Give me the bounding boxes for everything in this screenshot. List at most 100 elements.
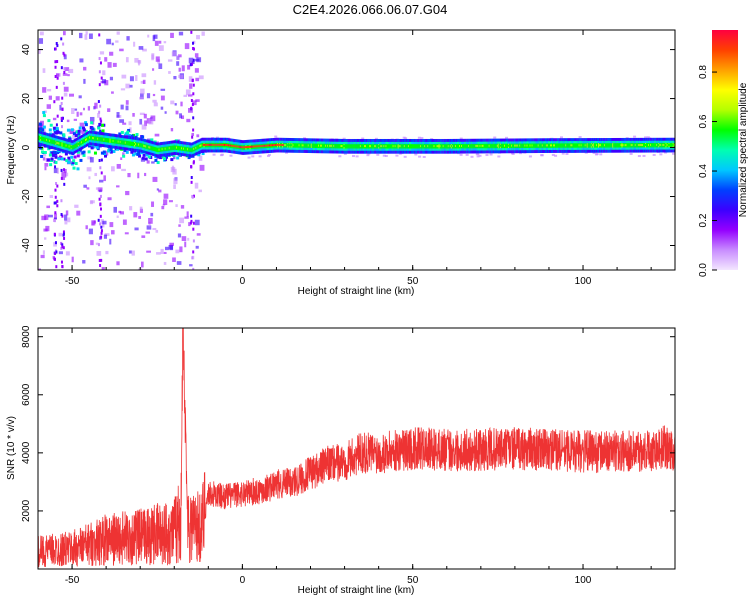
spectrogram-noise-cell [49,195,53,199]
spectrogram-peak-cell [258,145,260,148]
spectrogram-peak-cell [571,144,573,147]
spectrogram-noise-cell [194,219,200,226]
spectrogram-cluster-cell [40,150,44,154]
spectrogram-cluster-cell [54,131,58,135]
spectrogram-cluster-cell [159,156,163,160]
spectrogram-cluster-cell [84,121,88,125]
spectrogram-noise-cell [160,248,164,254]
spectrogram-peak-cell [467,144,469,147]
spectrogram-peak-cell [654,143,656,146]
spectrogram-cluster-cell [39,127,43,131]
spectrogram-noise-cell [185,89,191,96]
spectrogram-noise-cell [187,94,193,97]
spectrogram-band-cell [395,154,399,157]
spectrogram-peak-cell [429,145,431,148]
spectrogram-cluster-cell [123,148,127,152]
spectrogram-streak-cell [61,107,64,111]
spectrogram-noise-cell [121,168,126,172]
spectrogram-peak-cell [93,137,95,140]
snr-y-ticks: 2000 4000 6000 8000 [21,325,675,522]
spectrogram-noise-cell [91,220,96,226]
spectrogram-peak-cell [191,148,193,151]
spectrogram-peak-cell [620,144,622,147]
spectrogram-peak-cell [583,144,585,147]
spectrogram-peak-cell [214,143,216,146]
spectrogram-streak-cell [97,218,100,222]
spectrogram-cluster-cell [112,149,116,153]
spectrogram-peak-cell [439,145,441,148]
spectrogram-streak-cell [60,213,63,217]
spectrogram-noise-cell [153,34,158,39]
spectrogram-peak-cell [62,143,64,146]
spectrogram-peak-cell [248,145,250,148]
spectrogram-peak-cell [468,144,470,147]
spectrogram-cluster-cell [134,152,138,156]
spectrogram-peak-cell [149,146,151,149]
spectrogram-peak-cell [86,138,88,141]
spectrogram-streak-cell [192,194,195,198]
spectrogram-streak-cell [62,81,65,85]
spectrogram-streak-cell [60,116,63,120]
spectrogram-cluster-cell [55,128,59,132]
spectrogram-peak-cell [215,143,218,146]
spectrogram-peak-cell [599,144,601,147]
spectrogram-peak-cell [442,145,444,148]
spectrogram-peak-cell [355,145,358,148]
spectrogram-peak-cell [174,146,177,149]
spectrogram-noise-cell [128,250,132,254]
spectrogram-peak-cell [170,146,173,149]
spectrogram-peak-cell [657,143,659,146]
spectrogram-peak-cell [672,143,674,146]
spectrogram-streak-cell [55,123,58,127]
spectrogram-cluster-cell [46,158,50,162]
colorbar-label: Normalized spectral amplitude [738,82,749,217]
spectrogram-band-cell [366,154,370,157]
spectrogram-peak-cell [189,148,191,151]
spectrogram-peak-cell [247,145,249,148]
spectrogram-peak-cell [384,145,386,148]
spectrogram-peak-cell [43,138,45,140]
spectrogram-peak-cell [207,143,209,146]
spectrogram-noise-cell [120,104,124,110]
spectrogram-peak-cell [462,144,464,147]
spectrogram-peak-cell [80,141,83,144]
spectrogram-noise-cell [122,219,127,225]
spectrogram-peak-cell [449,145,452,148]
spectrogram-peak-cell [598,144,600,147]
spectrogram-cluster-cell [109,148,113,152]
spectrogram-noise-cell [139,112,145,116]
spectrogram-peak-cell [129,142,132,145]
spectrogram-cluster-cell [82,150,86,154]
spectrogram-cluster-cell [138,154,142,158]
spectrogram-peak-cell [368,145,370,148]
spectrogram-peak-cell [535,144,537,147]
spectrogram-peak-cell [39,136,41,139]
spectrogram-cluster-cell [40,154,44,158]
spectrogram-noise-cell [85,31,88,35]
spectrogram-peak-cell [359,145,362,148]
spectrogram-noise-cell [188,108,193,113]
spectrogram-peak-cell [296,144,298,147]
spectrogram-peak-cell [476,144,478,147]
spectrogram-x-tick-label: 0 [240,276,246,287]
spectrogram-peak-cell [115,140,117,143]
spectrogram-peak-cell [395,145,397,148]
spectrogram-noise-cell [151,53,155,60]
spectrogram-noise-cell [74,108,78,111]
spectrogram-noise-cell [65,172,69,177]
spectrogram-noise-cell [113,206,118,213]
spectrogram-streak-cell [63,182,66,186]
spectrogram-peak-cell [118,140,120,143]
spectrogram-peak-cell [221,143,224,146]
spectrogram-peak-cell [401,145,404,148]
spectrogram-peak-cell [472,144,474,147]
spectrogram-peak-cell [249,145,251,148]
spectrogram-noise-cell [168,71,171,74]
spectrogram-peak-cell [385,145,387,148]
spectrogram-peak-cell [254,145,256,148]
spectrogram-cluster-cell [76,150,80,154]
spectrogram-peak-cell [386,145,388,148]
spectrogram-cluster-cell [118,132,122,136]
spectrogram-peak-cell [496,144,499,147]
spectrogram-streak-cell [192,41,195,45]
